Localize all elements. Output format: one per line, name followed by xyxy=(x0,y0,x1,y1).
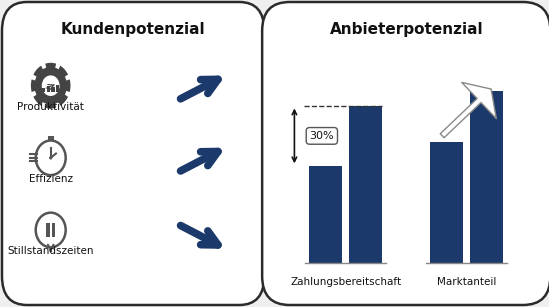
Bar xyxy=(48,136,54,141)
Bar xyxy=(52,87,55,92)
Text: Stillstandszeiten: Stillstandszeiten xyxy=(8,246,94,256)
Bar xyxy=(42,88,46,92)
Bar xyxy=(349,106,382,263)
Text: 30%: 30% xyxy=(310,131,334,141)
Wedge shape xyxy=(45,86,56,109)
Wedge shape xyxy=(31,80,51,92)
Text: Effizienz: Effizienz xyxy=(29,174,72,184)
Wedge shape xyxy=(51,86,68,106)
Bar xyxy=(52,223,55,237)
Text: Anbieterpotenzial: Anbieterpotenzial xyxy=(329,22,483,37)
Bar xyxy=(470,91,503,263)
Bar xyxy=(430,142,463,263)
Text: Marktanteil: Marktanteil xyxy=(437,277,496,287)
Text: Kundenpotenzial: Kundenpotenzial xyxy=(61,22,205,37)
Bar xyxy=(46,223,49,237)
Wedge shape xyxy=(51,66,68,86)
FancyBboxPatch shape xyxy=(262,2,549,305)
Wedge shape xyxy=(51,80,70,92)
Wedge shape xyxy=(45,63,56,86)
Bar xyxy=(310,166,343,263)
Wedge shape xyxy=(33,66,51,86)
Text: Zahlungsbereitschaft: Zahlungsbereitschaft xyxy=(290,277,401,287)
FancyBboxPatch shape xyxy=(2,2,264,305)
Circle shape xyxy=(35,67,67,104)
Bar xyxy=(56,85,59,92)
Circle shape xyxy=(42,75,60,96)
Text: Produktivität: Produktivität xyxy=(17,102,84,112)
Circle shape xyxy=(49,156,52,160)
Wedge shape xyxy=(33,86,51,106)
Bar xyxy=(47,86,50,92)
